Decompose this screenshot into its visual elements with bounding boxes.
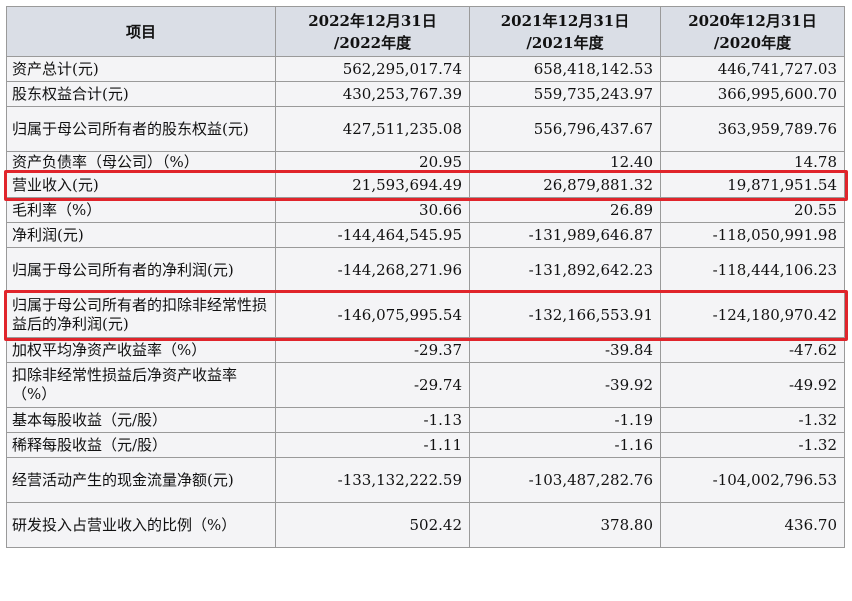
cell-2022: -133,132,222.59 <box>275 457 470 503</box>
row-label: 归属于母公司所有者的净利润(元) <box>6 247 276 293</box>
cell-2020: 20.55 <box>660 197 845 223</box>
row-label: 稀释每股收益（元/股） <box>6 432 276 458</box>
cell-2020: 446,741,727.03 <box>660 56 845 82</box>
cell-2021: 378.80 <box>469 502 661 548</box>
cell-2022: 502.42 <box>275 502 470 548</box>
table-row-parent-net-profit: 归属于母公司所有者的净利润(元) -144,268,271.96 -131,89… <box>6 247 845 293</box>
header-item: 项目 <box>6 6 276 57</box>
cell-2021: 12.40 <box>469 151 661 173</box>
cell-2020: -118,050,991.98 <box>660 222 845 248</box>
cell-2020: -104,002,796.53 <box>660 457 845 503</box>
row-label: 净利润(元) <box>6 222 276 248</box>
header-2021: 2021年12月31日 /2021年度 <box>469 6 661 57</box>
cell-2022: -144,268,271.96 <box>275 247 470 293</box>
cell-2020: -47.62 <box>660 337 845 363</box>
cell-2021: 26,879,881.32 <box>469 172 661 198</box>
cell-2022: -1.13 <box>275 407 470 433</box>
cell-2022: -1.11 <box>275 432 470 458</box>
cell-2022: -144,464,545.95 <box>275 222 470 248</box>
cell-2022: 562,295,017.74 <box>275 56 470 82</box>
cell-2021: -1.19 <box>469 407 661 433</box>
cell-2020: -124,180,970.42 <box>660 292 845 338</box>
row-label: 归属于母公司所有者的股东权益(元) <box>6 106 276 152</box>
cell-2021: -39.92 <box>469 362 661 408</box>
row-label: 资产总计(元) <box>6 56 276 82</box>
table-row-net-profit: 净利润(元) -144,464,545.95 -131,989,646.87 -… <box>6 222 845 248</box>
cell-2021: 26.89 <box>469 197 661 223</box>
row-label: 研发投入占营业收入的比例（%） <box>6 502 276 548</box>
cell-2021: 556,796,437.67 <box>469 106 661 152</box>
table-row-operating-cash-flow: 经营活动产生的现金流量净额(元) -133,132,222.59 -103,48… <box>6 457 845 503</box>
cell-2021: -131,989,646.87 <box>469 222 661 248</box>
cell-2022: 20.95 <box>275 151 470 173</box>
row-label: 资产负债率（母公司）（%） <box>6 151 276 173</box>
table-row-weighted-roe: 加权平均净资产收益率（%） -29.37 -39.84 -47.62 <box>6 337 845 363</box>
table-row-adjusted-roe: 扣除非经常性损益后净资产收益率（%） -29.74 -39.92 -49.92 <box>6 362 845 408</box>
row-label: 基本每股收益（元/股） <box>6 407 276 433</box>
cell-2022: 30.66 <box>275 197 470 223</box>
table-row-total-equity: 股东权益合计(元) 430,253,767.39 559,735,243.97 … <box>6 81 845 107</box>
header-row: 项目 2022年12月31日 /2022年度 2021年12月31日 /2021… <box>6 6 845 57</box>
cell-2020: 19,871,951.54 <box>660 172 845 198</box>
cell-2020: -1.32 <box>660 432 845 458</box>
header-2020-date: 2020年12月31日 <box>688 11 817 30</box>
header-2021-date: 2021年12月31日 <box>500 11 630 30</box>
cell-2022: 430,253,767.39 <box>275 81 470 107</box>
cell-2022: -146,075,995.54 <box>275 292 470 338</box>
table-body: 资产总计(元) 562,295,017.74 658,418,142.53 44… <box>6 56 845 548</box>
header-2020-year: /2020年度 <box>713 33 792 52</box>
header-2021-year: /2021年度 <box>526 33 604 52</box>
header-item-text: 项目 <box>125 22 156 41</box>
header-2022: 2022年12月31日 /2022年度 <box>275 6 470 57</box>
table-row-rd-ratio: 研发投入占营业收入的比例（%） 502.42 378.80 436.70 <box>6 502 845 548</box>
row-label: 股东权益合计(元) <box>6 81 276 107</box>
table-row-diluted-eps: 稀释每股收益（元/股） -1.11 -1.16 -1.32 <box>6 432 845 458</box>
cell-2021: -1.16 <box>469 432 661 458</box>
row-label: 加权平均净资产收益率（%） <box>6 337 276 363</box>
row-label: 归属于母公司所有者的扣除非经常性损益后的净利润(元) <box>6 292 276 338</box>
header-2020: 2020年12月31日 /2020年度 <box>660 6 845 57</box>
cell-2020: 436.70 <box>660 502 845 548</box>
row-label: 营业收入(元) <box>6 172 276 198</box>
cell-2020: -118,444,106.23 <box>660 247 845 293</box>
cell-2021: -103,487,282.76 <box>469 457 661 503</box>
table-header: 项目 2022年12月31日 /2022年度 2021年12月31日 /2021… <box>6 6 845 57</box>
cell-2022: -29.74 <box>275 362 470 408</box>
cell-2021: -131,892,642.23 <box>469 247 661 293</box>
table-row-total-assets: 资产总计(元) 562,295,017.74 658,418,142.53 44… <box>6 56 845 82</box>
row-label: 扣除非经常性损益后净资产收益率（%） <box>6 362 276 408</box>
cell-2020: 363,959,789.76 <box>660 106 845 152</box>
row-label: 经营活动产生的现金流量净额(元) <box>6 457 276 503</box>
table-row-debt-ratio: 资产负债率（母公司）（%） 20.95 12.40 14.78 <box>6 151 845 173</box>
table-row-parent-equity: 归属于母公司所有者的股东权益(元) 427,511,235.08 556,796… <box>6 106 845 152</box>
cell-2020: 366,995,600.70 <box>660 81 845 107</box>
header-2022-year: /2022年度 <box>333 33 412 52</box>
cell-2021: -39.84 <box>469 337 661 363</box>
table-row-adjusted-net-profit: 归属于母公司所有者的扣除非经常性损益后的净利润(元) -146,075,995.… <box>6 292 845 338</box>
header-2022-date: 2022年12月31日 <box>308 11 437 30</box>
table-row-gross-margin: 毛利率（%） 30.66 26.89 20.55 <box>6 197 845 223</box>
table-row-revenue: 营业收入(元) 21,593,694.49 26,879,881.32 19,8… <box>6 172 845 198</box>
cell-2020: 14.78 <box>660 151 845 173</box>
cell-2021: 658,418,142.53 <box>469 56 661 82</box>
table-row-basic-eps: 基本每股收益（元/股） -1.13 -1.19 -1.32 <box>6 407 845 433</box>
financial-table-container: 项目 2022年12月31日 /2022年度 2021年12月31日 /2021… <box>3 6 848 548</box>
cell-2022: 21,593,694.49 <box>275 172 470 198</box>
row-label: 毛利率（%） <box>6 197 276 223</box>
cell-2020: -49.92 <box>660 362 845 408</box>
cell-2021: -132,166,553.91 <box>469 292 661 338</box>
cell-2021: 559,735,243.97 <box>469 81 661 107</box>
cell-2022: 427,511,235.08 <box>275 106 470 152</box>
cell-2022: -29.37 <box>275 337 470 363</box>
financial-summary-table: 项目 2022年12月31日 /2022年度 2021年12月31日 /2021… <box>6 6 845 548</box>
cell-2020: -1.32 <box>660 407 845 433</box>
